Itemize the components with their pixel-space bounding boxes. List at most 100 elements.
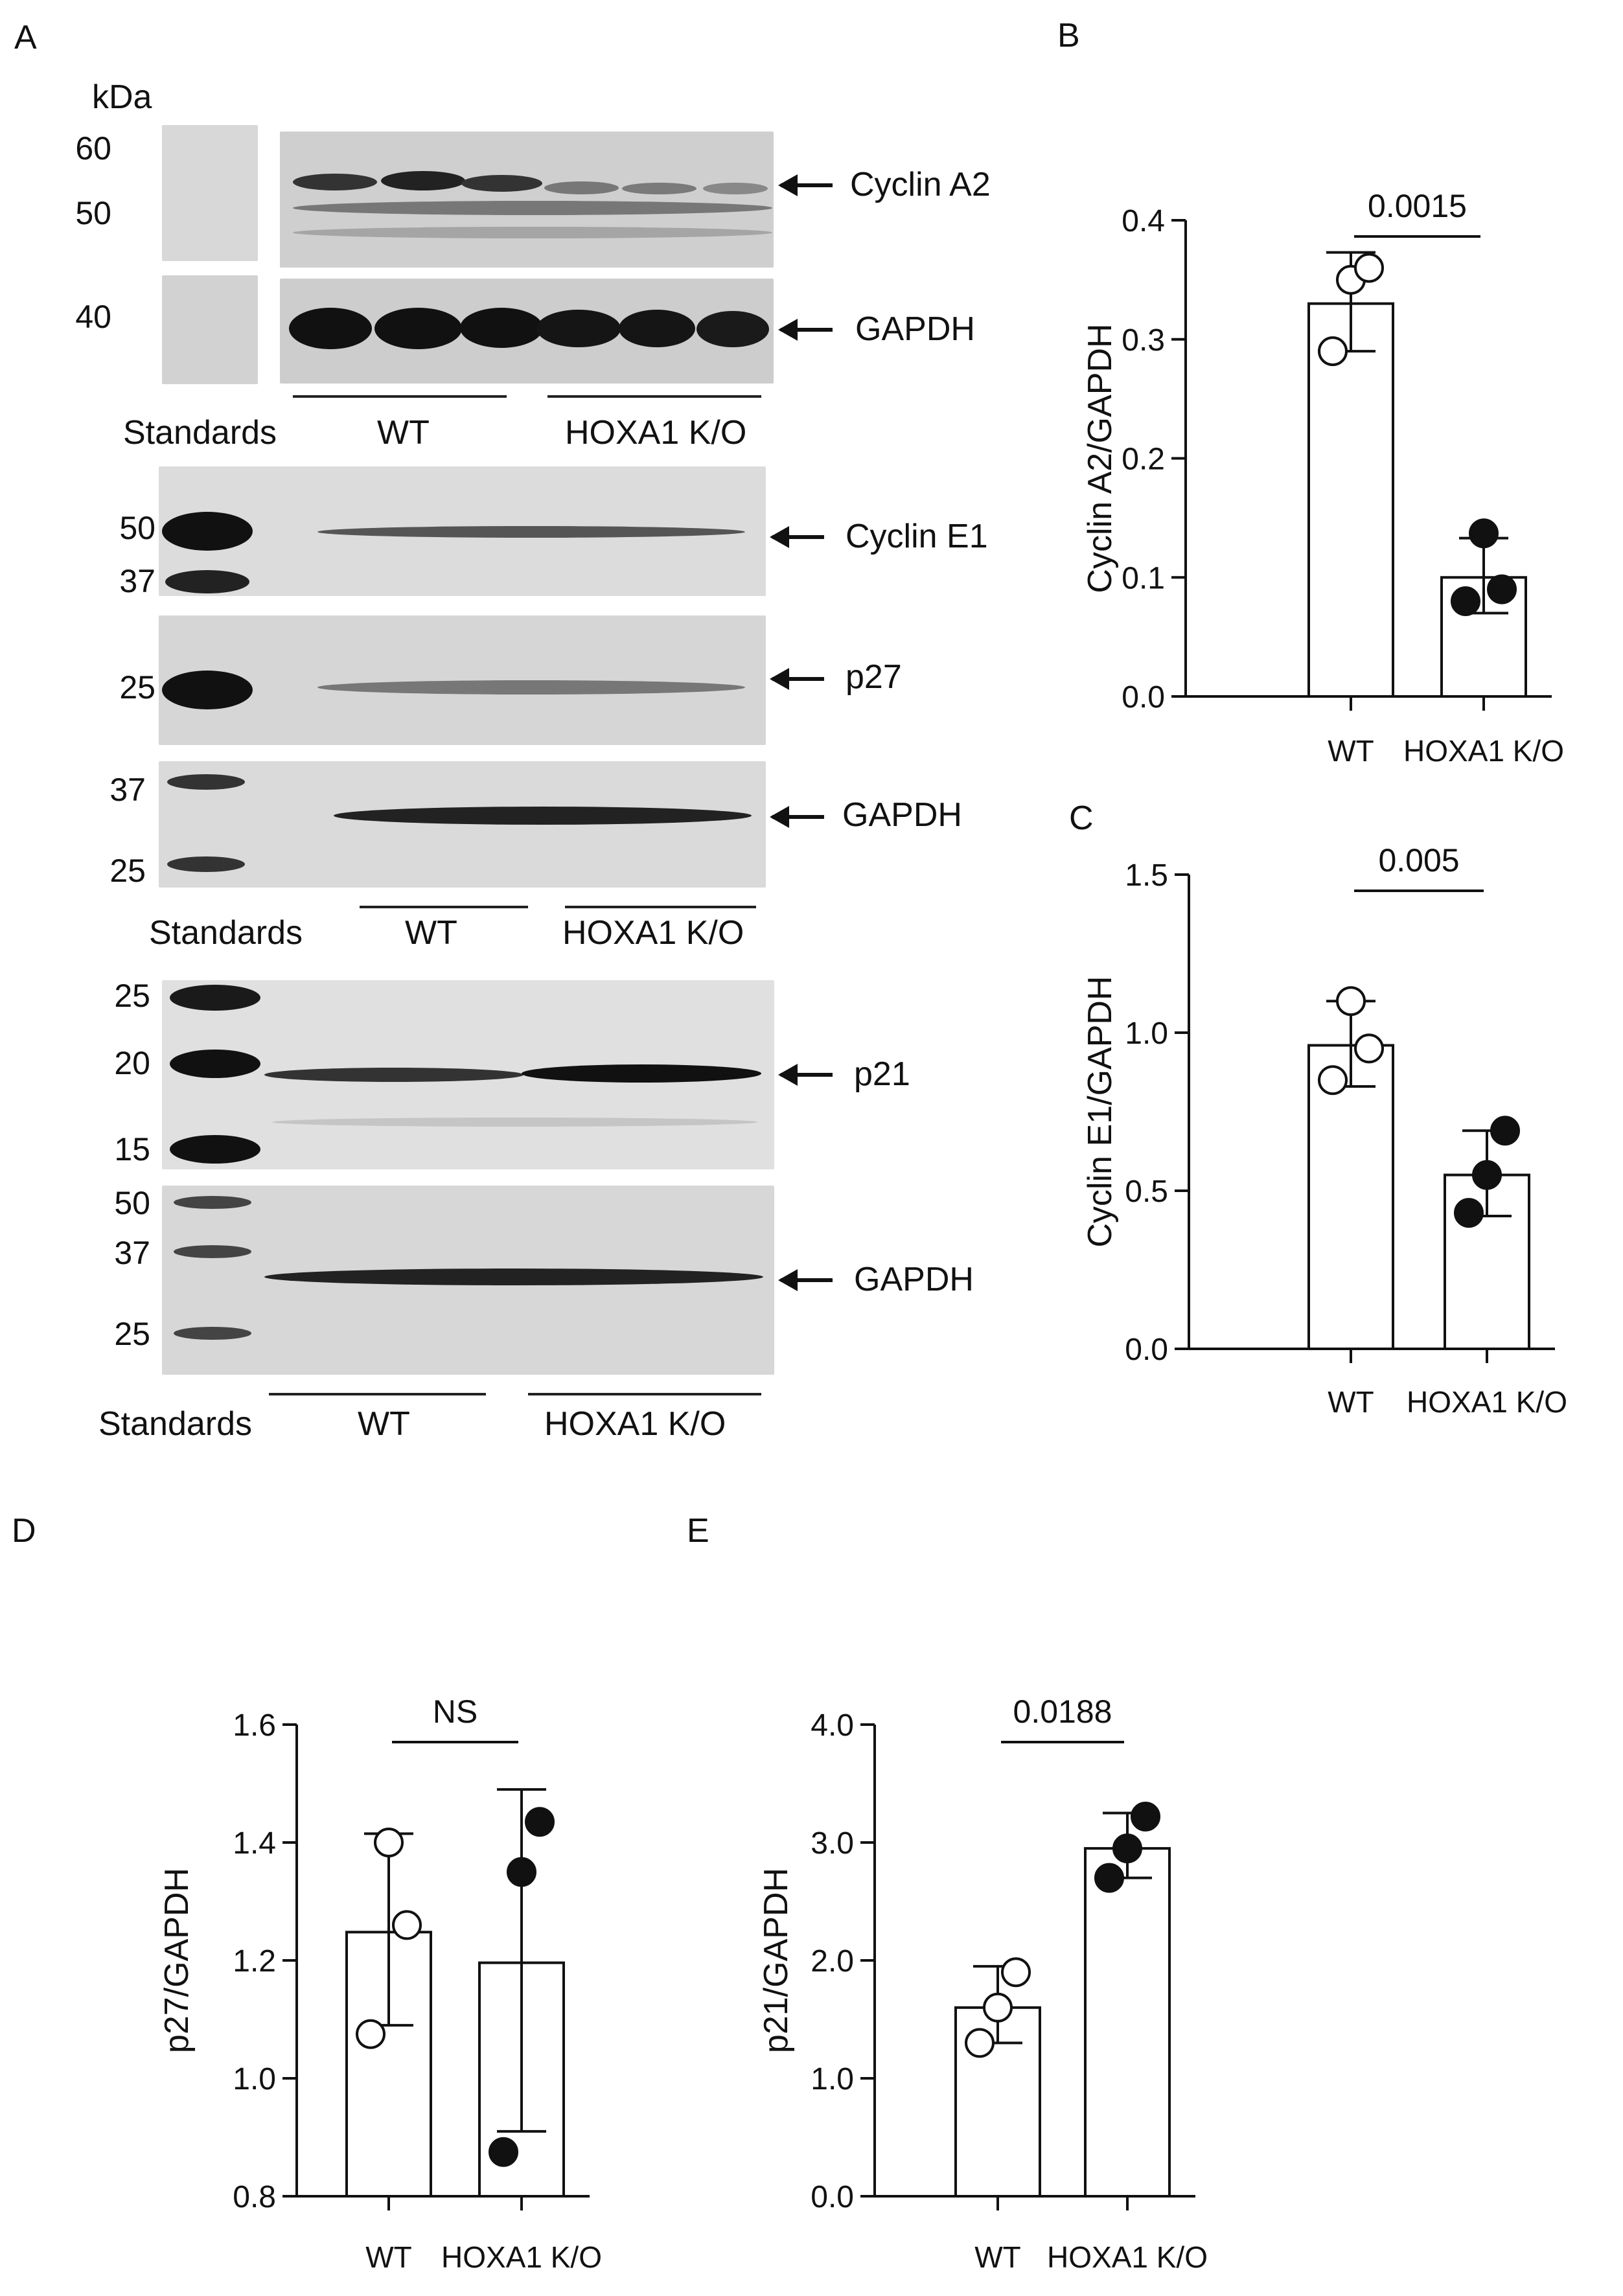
ladder-band (170, 1135, 260, 1164)
y-axis-label: p27/GAPDH (158, 1868, 196, 2053)
arrow-icon (778, 174, 833, 196)
data-point (374, 1828, 404, 1857)
y-tick-label: 2.0 (811, 1944, 854, 1979)
band (317, 526, 745, 538)
chart-panel-d: D 0.8 1.0 1.2 1.4 1.6 p27/GAPDH WT HOXA1 K/O NS (12, 1512, 602, 2274)
mw-marker: 50 (119, 510, 155, 546)
data-point (1451, 586, 1480, 616)
gapdh-blot-image (159, 761, 766, 888)
y-tick-label: 0.0 (811, 2180, 854, 2214)
y-tick-label: 0.8 (233, 2180, 276, 2214)
standards-lane-strip (162, 125, 258, 261)
ladder-band (170, 985, 260, 1011)
y-tick-label: 0.2 (1122, 442, 1165, 477)
cyclin-a2-blot-image (280, 132, 774, 268)
y-axis-label: Cyclin E1/GAPDH (1081, 976, 1119, 1248)
x-tick-label: HOXA1 K/O (441, 2240, 602, 2274)
data-point (1094, 1863, 1124, 1893)
ladder-band (167, 774, 245, 790)
arrow-icon (778, 319, 833, 341)
mw-marker: 25 (114, 978, 150, 1014)
data-point (1354, 253, 1384, 283)
bar (1307, 302, 1394, 698)
y-tick-label: 1.4 (233, 1826, 276, 1861)
y-tick-label: 1.0 (811, 2062, 854, 2096)
ko-group-line (528, 1393, 761, 1395)
mw-marker: 50 (114, 1185, 150, 1221)
mw-marker: 37 (119, 563, 155, 599)
panel-letter-c: C (1069, 799, 1094, 837)
band (461, 175, 542, 192)
chart-panel-e: E 0.0 1.0 2.0 3.0 4.0 p21/GAPDH WT HOXA1 K/O 0.01… (687, 1512, 1208, 2274)
band (619, 310, 695, 347)
band (622, 183, 696, 194)
protein-label-gapdh: GAPDH (842, 796, 962, 834)
standards-lane-strip (162, 275, 258, 384)
wt-label: WT (405, 914, 457, 952)
y-axis-label: Cyclin A2/GAPDH (1081, 323, 1119, 593)
mw-marker: 37 (109, 772, 146, 808)
protein-label-p21: p21 (854, 1055, 910, 1093)
data-point (1487, 574, 1517, 604)
wt-label: WT (358, 1405, 410, 1443)
standards-label: Standards (98, 1405, 253, 1443)
data-point (1336, 986, 1366, 1016)
arrow-icon (778, 1269, 833, 1291)
x-tick-label: HOXA1 K/O (1047, 2240, 1208, 2274)
band (522, 1064, 761, 1083)
mw-marker: 40 (75, 299, 111, 335)
ko-label: HOXA1 K/O (544, 1405, 726, 1443)
standards-label: Standards (149, 914, 303, 952)
mw-marker: 20 (114, 1045, 150, 1081)
chart-panel-c: C 0.0 0.5 1.0 1.5 Cyclin E1/GAPDH WT HOXA1 K/O 0… (1069, 799, 1567, 1419)
data-point (1472, 1160, 1502, 1190)
wt-group-line (293, 395, 507, 398)
data-point (1454, 1198, 1484, 1228)
data-point (489, 2137, 518, 2167)
ladder-band (167, 856, 245, 872)
band (374, 308, 462, 349)
p-value-label: NS (433, 1693, 478, 1730)
data-point (1318, 1065, 1348, 1096)
wt-group-line (360, 906, 528, 908)
panel-letter-d: D (12, 1512, 36, 1550)
band (289, 308, 372, 349)
y-tick-label: 0.4 (1122, 204, 1165, 238)
y-tick-label: 0.3 (1122, 323, 1165, 358)
y-tick-label: 3.0 (811, 1826, 854, 1861)
x-tick-label: WT (1328, 734, 1374, 768)
mw-marker: 25 (114, 1316, 150, 1352)
protein-label-cyclin-a2: Cyclin A2 (850, 166, 991, 203)
band (272, 1118, 758, 1127)
mw-marker: 15 (114, 1131, 150, 1167)
band (696, 311, 769, 347)
p-value-label: 0.005 (1378, 842, 1459, 878)
data-point (1469, 518, 1499, 549)
x-tick-label: HOXA1 K/O (1403, 734, 1564, 768)
y-tick-label: 1.2 (233, 1944, 276, 1979)
data-point (1131, 1801, 1160, 1831)
ladder-band (174, 1245, 251, 1258)
data-point (1112, 1833, 1142, 1864)
data-point (1490, 1116, 1520, 1146)
ladder-band (162, 512, 253, 551)
ko-label: HOXA1 K/O (562, 914, 744, 952)
y-tick-label: 0.0 (1125, 1333, 1168, 1367)
x-tick-label: HOXA1 K/O (1407, 1385, 1567, 1419)
wt-label: WT (377, 414, 430, 452)
data-point (392, 1910, 422, 1940)
ladder-band (165, 570, 249, 593)
band (334, 807, 752, 825)
arrow-icon (770, 806, 824, 828)
bar (1307, 1044, 1394, 1350)
data-point (507, 1857, 536, 1887)
ko-label: HOXA1 K/O (565, 414, 747, 452)
mw-marker: 50 (75, 195, 111, 231)
arrow-icon (778, 1064, 833, 1086)
data-point (1001, 1957, 1031, 1988)
y-tick-label: 0.0 (1122, 680, 1165, 715)
band (293, 227, 772, 238)
protein-label-p27: p27 (846, 658, 902, 696)
panel-letter-b: B (1057, 17, 1080, 54)
ladder-band (174, 1327, 251, 1340)
